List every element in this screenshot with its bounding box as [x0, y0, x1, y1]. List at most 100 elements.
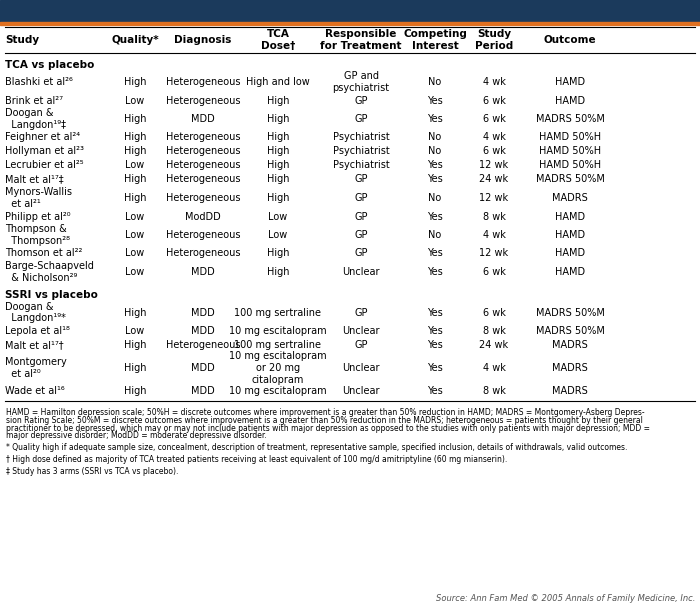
Text: GP and
psychiatrist: GP and psychiatrist: [332, 71, 390, 93]
Text: Heterogeneous: Heterogeneous: [166, 77, 240, 87]
Text: 8 wk: 8 wk: [482, 386, 505, 396]
Text: 10 mg escitalopram: 10 mg escitalopram: [229, 386, 327, 396]
Text: 24 wk: 24 wk: [480, 175, 509, 184]
Text: MADRS 50%M: MADRS 50%M: [536, 175, 604, 184]
Text: Yes: Yes: [427, 267, 443, 277]
Text: Thompson &
  Thompson²⁸: Thompson & Thompson²⁸: [5, 224, 70, 246]
Text: Psychiatrist: Psychiatrist: [332, 147, 389, 156]
Text: ‡ Study has 3 arms (SSRI vs TCA vs placebo).: ‡ Study has 3 arms (SSRI vs TCA vs place…: [6, 467, 178, 476]
Text: High: High: [124, 363, 146, 373]
Text: High: High: [267, 267, 289, 277]
Text: Doogan &
  Langdon¹⁹*: Doogan & Langdon¹⁹*: [5, 302, 66, 323]
Text: Hollyman et al²³: Hollyman et al²³: [5, 147, 84, 156]
Text: Yes: Yes: [427, 340, 443, 350]
Text: Source: Ann Fam Med © 2005 Annals of Family Medicine, Inc.: Source: Ann Fam Med © 2005 Annals of Fam…: [435, 594, 695, 603]
Text: MDD: MDD: [191, 307, 215, 318]
Text: No: No: [428, 147, 442, 156]
Text: sion Rating Scale; 50%M = discrete outcomes where improvement is a greater than : sion Rating Scale; 50%M = discrete outco…: [6, 416, 643, 425]
Text: GP: GP: [354, 96, 368, 105]
Text: 6 wk: 6 wk: [482, 147, 505, 156]
Text: Brink et al²⁷: Brink et al²⁷: [5, 96, 63, 105]
Text: 12 wk: 12 wk: [480, 193, 509, 203]
Text: Malt et al¹⁷†: Malt et al¹⁷†: [5, 340, 64, 350]
Text: Philipp et al²⁰: Philipp et al²⁰: [5, 211, 71, 222]
Text: 4 wk: 4 wk: [482, 133, 505, 142]
Text: 4 wk: 4 wk: [482, 363, 505, 373]
Text: High: High: [124, 193, 146, 203]
Text: HAMD 50%H: HAMD 50%H: [539, 161, 601, 170]
Text: 6 wk: 6 wk: [482, 96, 505, 105]
Text: High: High: [124, 114, 146, 124]
Text: Yes: Yes: [427, 211, 443, 222]
Text: High: High: [267, 114, 289, 124]
Text: Blashki et al²⁶: Blashki et al²⁶: [5, 77, 73, 87]
Text: Heterogeneous: Heterogeneous: [166, 193, 240, 203]
Text: MADRS: MADRS: [552, 193, 588, 203]
Text: Low: Low: [125, 230, 145, 240]
Text: Yes: Yes: [427, 386, 443, 396]
Text: Yes: Yes: [427, 161, 443, 170]
Text: High: High: [267, 96, 289, 105]
Text: practitioner to be depressed, which may or may not include patients with major d: practitioner to be depressed, which may …: [6, 424, 650, 433]
Text: GP: GP: [354, 340, 368, 350]
Text: Medscape®: Medscape®: [6, 4, 94, 18]
Text: Yes: Yes: [427, 326, 443, 336]
Text: Low: Low: [125, 248, 145, 259]
Bar: [0, 0, 700, 22]
Text: Yes: Yes: [427, 307, 443, 318]
Text: MDD: MDD: [191, 386, 215, 396]
Text: 4 wk: 4 wk: [482, 77, 505, 87]
Text: 100 mg sertraline: 100 mg sertraline: [234, 307, 321, 318]
Text: High: High: [267, 147, 289, 156]
Text: Malt et al¹⁷‡: Malt et al¹⁷‡: [5, 175, 64, 184]
Text: Heterogeneous: Heterogeneous: [166, 248, 240, 259]
Text: 4 wk: 4 wk: [482, 230, 505, 240]
Text: Heterogeneous: Heterogeneous: [166, 340, 240, 350]
Text: Yes: Yes: [427, 175, 443, 184]
Text: High: High: [124, 340, 146, 350]
Text: Heterogeneous: Heterogeneous: [166, 133, 240, 142]
Text: GP: GP: [354, 114, 368, 124]
Text: Low: Low: [125, 326, 145, 336]
Text: * Quality high if adequate sample size, concealment, description of treatment, r: * Quality high if adequate sample size, …: [6, 443, 627, 452]
Text: Heterogeneous: Heterogeneous: [166, 175, 240, 184]
Text: High: High: [124, 77, 146, 87]
Text: High: High: [124, 307, 146, 318]
Text: HAMD: HAMD: [555, 96, 585, 105]
Text: www.medscape.com: www.medscape.com: [210, 4, 331, 18]
Text: Yes: Yes: [427, 363, 443, 373]
Text: Low: Low: [125, 267, 145, 277]
Text: High: High: [267, 133, 289, 142]
Text: Quality*: Quality*: [111, 35, 159, 45]
Text: 6 wk: 6 wk: [482, 307, 505, 318]
Text: High: High: [124, 175, 146, 184]
Text: MADRS: MADRS: [552, 363, 588, 373]
Text: Doogan &
  Langdon¹⁹‡: Doogan & Langdon¹⁹‡: [5, 108, 66, 130]
Text: Low: Low: [125, 161, 145, 170]
Text: High: High: [267, 248, 289, 259]
Text: Diagnosis: Diagnosis: [174, 35, 232, 45]
Text: Low: Low: [125, 211, 145, 222]
Text: Study: Study: [5, 35, 39, 45]
Text: GP: GP: [354, 248, 368, 259]
Text: HAMD: HAMD: [555, 211, 585, 222]
Text: High: High: [124, 386, 146, 396]
Text: GP: GP: [354, 193, 368, 203]
Text: MDD: MDD: [191, 363, 215, 373]
Text: MADRS 50%M: MADRS 50%M: [536, 326, 604, 336]
Text: TCA
Dose†: TCA Dose†: [261, 29, 295, 51]
Text: SSRI vs placebo: SSRI vs placebo: [5, 290, 98, 301]
Text: Mynors-Wallis
  et al²¹: Mynors-Wallis et al²¹: [5, 187, 72, 209]
Text: 10 mg escitalopram: 10 mg escitalopram: [229, 326, 327, 336]
Text: MDD: MDD: [191, 326, 215, 336]
Text: Unclear: Unclear: [342, 363, 379, 373]
Text: MDD: MDD: [191, 267, 215, 277]
Text: 6 wk: 6 wk: [482, 114, 505, 124]
Text: major depressive disorder; ModDD = moderate depressive disorder.: major depressive disorder; ModDD = moder…: [6, 431, 267, 441]
Text: Montgomery
  et al²⁰: Montgomery et al²⁰: [5, 357, 66, 379]
Text: Competing
Interest: Competing Interest: [403, 29, 467, 51]
Text: High and low: High and low: [246, 77, 310, 87]
Bar: [0, 22, 700, 25]
Text: 8 wk: 8 wk: [482, 326, 505, 336]
Text: MADRS 50%M: MADRS 50%M: [536, 307, 604, 318]
